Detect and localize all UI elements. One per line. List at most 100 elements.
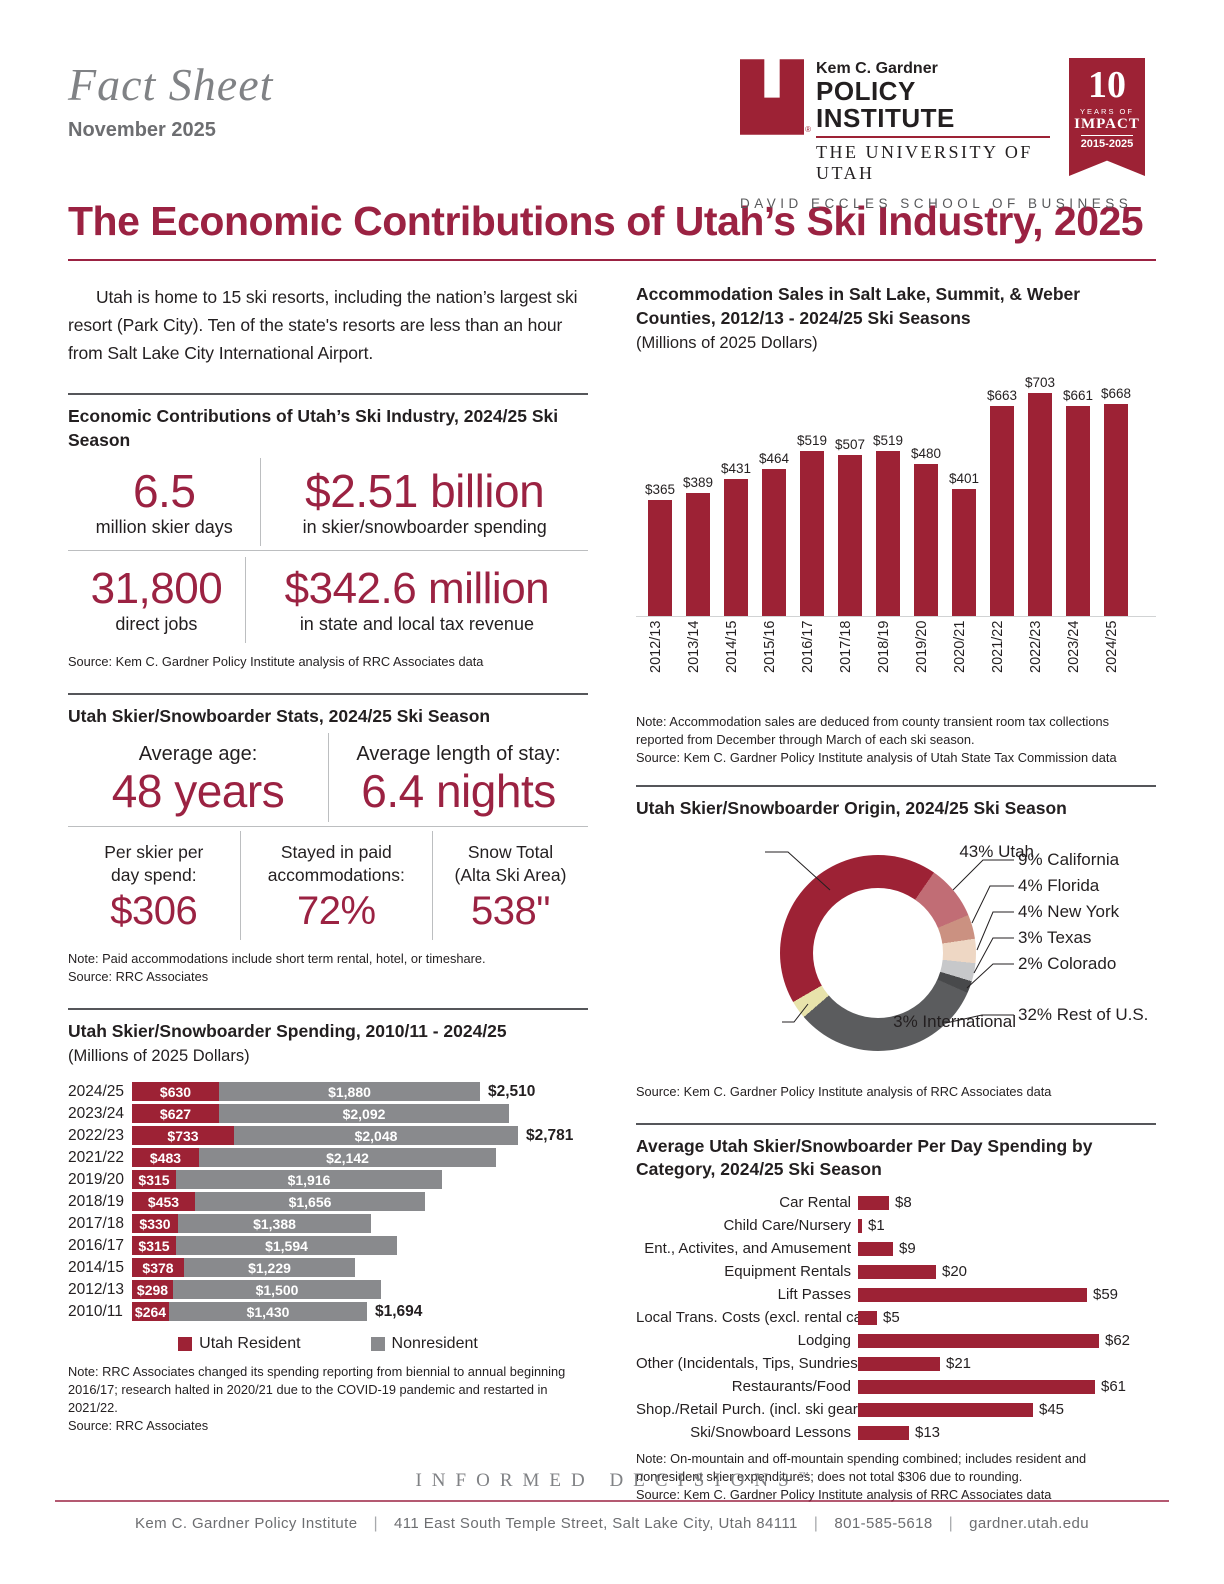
utah-resident-segment: $315 [132, 1170, 176, 1190]
university-of-utah-u-icon: ® [740, 58, 811, 136]
bar-column: $519 [797, 433, 827, 617]
year-label: 2021/22 [68, 1148, 125, 1166]
bar [724, 479, 748, 617]
legend-label: Nonresident [391, 1335, 478, 1353]
axis-tick-label: 2012/13 [648, 621, 664, 674]
category-row: Restaurants/Food $61 [636, 1378, 1156, 1396]
bar-value-label: $59 [1093, 1286, 1119, 1304]
total-label: $1,694 [375, 1302, 423, 1320]
bar-value-label: $464 [758, 451, 790, 467]
axis-tick-label: 2018/19 [876, 621, 892, 674]
bar-column: $668 [1100, 386, 1132, 617]
logo-university-name: THE UNIVERSITY OF UTAH [816, 141, 1033, 183]
legend-item: Nonresident [370, 1335, 478, 1353]
spending-row: 2024/25 $630 $1,880 $2,510 [68, 1082, 588, 1102]
slice-label-florida: 4% Florida [1018, 875, 1100, 895]
badge-dates: 2015-2025 [1080, 135, 1134, 150]
bar [914, 464, 938, 617]
stat-label: Per skier per day spend: [104, 842, 204, 886]
stat-label: Average age: [138, 742, 258, 765]
bar-column: $365 [645, 482, 675, 617]
stat-length-of-stay: Average length of stay: 6.4 nights [328, 732, 588, 823]
bar-value-label: $61 [1101, 1378, 1127, 1396]
note: Note: Accommodation sales are deduced fr… [636, 714, 1110, 748]
category-label: Other (Incidentals, Tips, Sundries) [636, 1355, 863, 1373]
separator: | [948, 1515, 954, 1532]
note: Note: On-mountain and off-mountain spend… [636, 1450, 1087, 1484]
note: Note: Paid accommodations include short … [68, 950, 486, 966]
stat-direct-jobs: 31,800 direct jobs [68, 557, 245, 643]
stat-label: Snow Total (Alta Ski Area) [454, 842, 567, 886]
year-label: 2012/13 [68, 1280, 125, 1298]
spending-row: 2014/15 $378 $1,229 [68, 1258, 588, 1278]
right-column: Accommodation Sales in Salt Lake, Summit… [636, 283, 1156, 1503]
section-heading: Utah Skier/Snowboarder Stats, 2024/25 Sk… [68, 705, 491, 726]
axis-tick-label: 2019/20 [914, 621, 930, 674]
axis-tick-label: 2013/14 [686, 621, 702, 674]
bar [648, 500, 672, 617]
bar-plot: $365 $389 $431 $464 $519 $507 $519 $480 $401 $663… [636, 367, 1156, 618]
contact-address: 411 East South Temple Street, Salt Lake … [394, 1515, 798, 1532]
bar-value-label: $45 [1039, 1401, 1065, 1419]
bar [858, 1310, 877, 1325]
legend-item: Utah Resident [178, 1335, 301, 1353]
stat-label: Average length of stay: [356, 742, 561, 765]
spending-row: 2021/22 $483 $2,142 [68, 1148, 588, 1168]
eco-stats-row2: 31,800 direct jobs $342.6 million in sta… [68, 557, 588, 644]
year-label: 2018/19 [68, 1192, 125, 1210]
bar-value-label: $13 [915, 1424, 941, 1442]
spending-row: 2022/23 $733 $2,048 $2,781 [68, 1126, 588, 1146]
source-note: Source: RRC Associates [68, 968, 209, 984]
content-columns: Utah is home to 15 ski resorts, includin… [68, 283, 1156, 1503]
stat-value: 31,800 [90, 564, 223, 614]
tagline: INFORMED DECISIONS™ [415, 1470, 809, 1491]
category-label: Lodging [797, 1332, 851, 1350]
stat-label: million skier days [95, 517, 233, 538]
category-row: Car Rental $8 [636, 1194, 1156, 1211]
stat-value: 72% [297, 888, 376, 933]
nonresident-segment: $1,388 [178, 1214, 371, 1234]
bar-value-label: $5 [883, 1309, 900, 1327]
bar-value-label: $9 [899, 1240, 916, 1258]
bar [858, 1241, 893, 1256]
note: Note: RRC Associates changed its spendin… [68, 1364, 566, 1416]
skier-stats-section: Utah Skier/Snowboarder Stats, 2024/25 Sk… [68, 692, 588, 986]
utah-resident-segment: $630 [132, 1082, 219, 1102]
year-label: 2014/15 [68, 1258, 125, 1276]
year-label: 2019/20 [68, 1170, 125, 1188]
per-day-spending-section: Average Utah Skier/Snowboarder Per Day S… [636, 1122, 1156, 1504]
category-row: Local Trans. Costs (excl. rental car) $5 [636, 1309, 1156, 1327]
stat-value: $306 [110, 888, 198, 933]
year-label: 2017/18 [68, 1214, 125, 1232]
utah-resident-segment: $330 [132, 1214, 178, 1234]
bar-column: $480 [911, 446, 941, 617]
spending-row: 2012/13 $298 $1,500 [68, 1280, 588, 1300]
bar-value-label: $661 [1062, 388, 1094, 404]
bar-value-label: $21 [946, 1355, 972, 1373]
nonresident-segment: $1,656 [195, 1192, 425, 1212]
donut-hole [813, 887, 943, 1018]
skier-stats-row2: Per skier per day spend: $306 Stayed in p… [68, 831, 588, 940]
bar [838, 455, 862, 617]
bar-value-label: $668 [1100, 386, 1132, 402]
stat-skier-days: 6.5 million skier days [68, 458, 260, 546]
legend-label: Utah Resident [199, 1335, 301, 1353]
category-label: Ski/Snowboard Lessons [690, 1424, 851, 1442]
stat-spending: $2.51 billion in skier/snowboarder spend… [260, 458, 588, 547]
stat-label: Stayed in paid accommodations: [267, 842, 405, 886]
bar [1104, 404, 1128, 617]
registered-mark: ® [805, 125, 811, 134]
stat-tax-revenue: $342.6 million in state and local tax re… [244, 557, 588, 644]
slice-label-rest-of-u-s-: 32% Rest of U.S. [1018, 1004, 1149, 1024]
bar [1028, 393, 1052, 617]
badge-number: 10 [1088, 64, 1126, 106]
leader-lines [765, 851, 1014, 1024]
footer: INFORMED DECISIONS™ Kem C. Gardner Polic… [0, 1470, 1224, 1533]
axis-tick-label: 2021/22 [990, 621, 1006, 674]
bar [858, 1287, 1087, 1302]
slice-label-international: 3% International [893, 1011, 1016, 1031]
category-row: Shop./Retail Purch. (incl. ski gear) $45 [636, 1401, 1156, 1419]
bar-value-label: $1 [868, 1217, 885, 1235]
bar [952, 489, 976, 617]
